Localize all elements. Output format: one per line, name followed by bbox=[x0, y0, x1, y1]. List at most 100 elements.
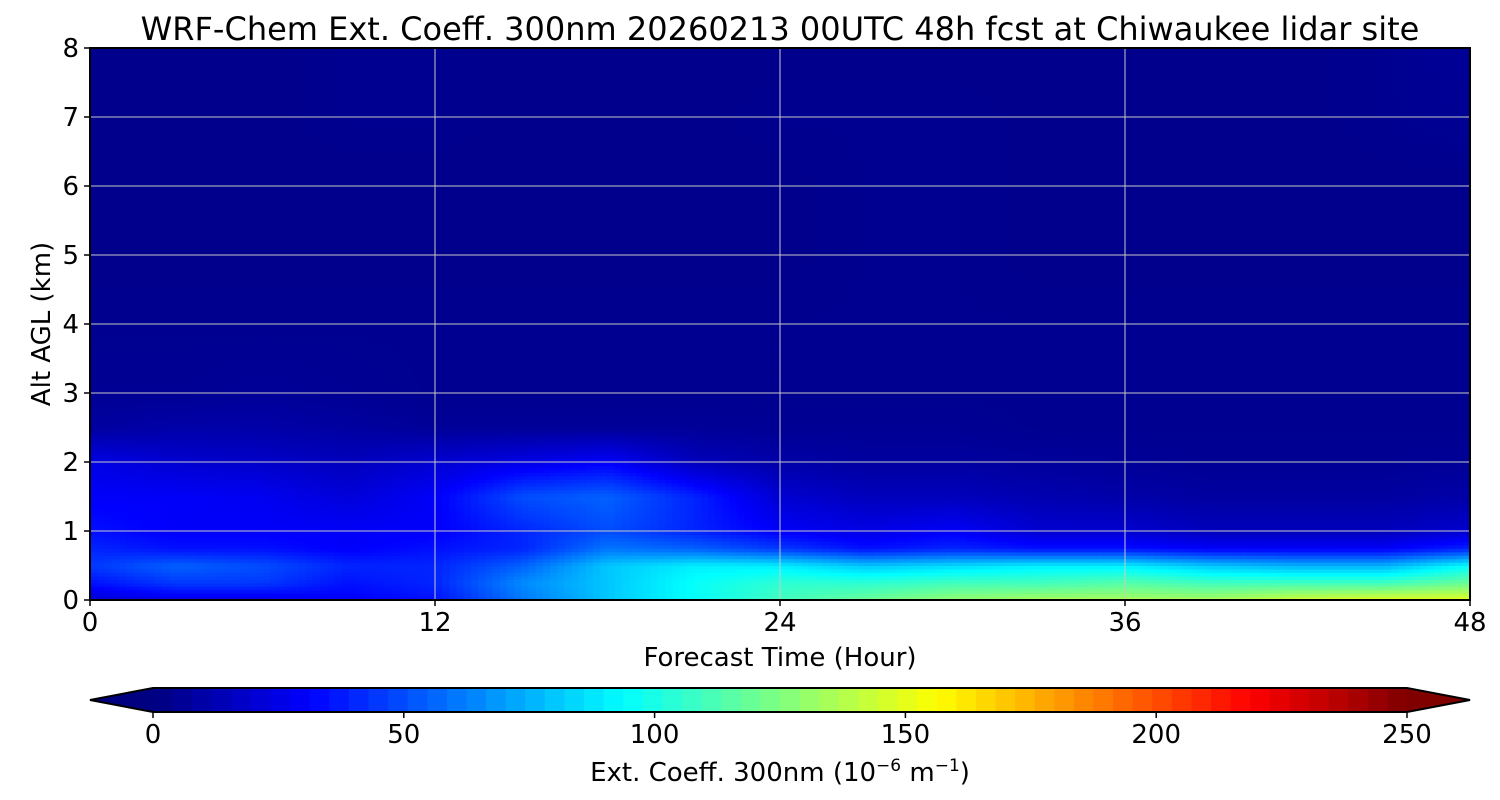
heatmap-cell bbox=[593, 514, 601, 518]
heatmap-cell bbox=[90, 514, 98, 518]
heatmap-cell bbox=[90, 521, 98, 525]
heatmap-cell bbox=[1355, 510, 1363, 514]
heatmap-cell bbox=[758, 572, 766, 576]
heatmap-cell bbox=[802, 579, 810, 583]
heatmap-cell bbox=[859, 569, 867, 573]
heatmap-cell bbox=[485, 531, 493, 535]
heatmap-cell bbox=[1420, 548, 1428, 552]
heatmap-cell bbox=[888, 566, 896, 570]
heatmap-cell bbox=[600, 524, 608, 528]
heatmap-cell bbox=[1111, 559, 1119, 563]
heatmap-cell bbox=[133, 514, 141, 518]
heatmap-cell bbox=[183, 541, 191, 545]
heatmap-cell bbox=[457, 586, 465, 590]
heatmap-cell bbox=[162, 566, 170, 570]
heatmap-cell bbox=[1053, 579, 1061, 583]
heatmap-cell bbox=[1068, 538, 1076, 542]
heatmap-cell bbox=[97, 538, 105, 542]
heatmap-cell bbox=[1068, 579, 1076, 583]
heatmap-cell bbox=[708, 590, 716, 594]
heatmap-cell bbox=[1456, 548, 1464, 552]
heatmap-cell bbox=[945, 583, 953, 587]
heatmap-cell bbox=[1434, 552, 1442, 556]
heatmap-cell bbox=[953, 579, 961, 583]
heatmap-cell bbox=[385, 545, 393, 549]
heatmap-cell bbox=[758, 559, 766, 563]
heatmap-cell bbox=[1103, 590, 1111, 594]
heatmap-cell bbox=[881, 579, 889, 583]
heatmap-cell bbox=[708, 572, 716, 576]
heatmap-cell bbox=[1060, 524, 1068, 528]
heatmap-cell bbox=[902, 514, 910, 518]
heatmap-cell bbox=[1039, 552, 1047, 556]
heatmap-cell bbox=[1168, 583, 1176, 587]
heatmap-cell bbox=[306, 534, 314, 538]
heatmap-cell bbox=[1175, 514, 1183, 518]
heatmap-cell bbox=[119, 538, 127, 542]
heatmap-cell bbox=[737, 569, 745, 573]
heatmap-cell bbox=[1369, 538, 1377, 542]
heatmap-cell bbox=[1441, 521, 1449, 525]
heatmap-cell bbox=[780, 566, 788, 570]
heatmap-cell bbox=[938, 548, 946, 552]
heatmap-cell bbox=[133, 521, 141, 525]
heatmap-cell bbox=[370, 555, 378, 559]
heatmap-cell bbox=[1413, 576, 1421, 580]
heatmap-cell bbox=[1276, 548, 1284, 552]
heatmap-cell bbox=[514, 552, 522, 556]
heatmap-cell bbox=[90, 555, 98, 559]
heatmap-cell bbox=[126, 576, 134, 580]
heatmap-cell bbox=[528, 576, 536, 580]
heatmap-cell bbox=[902, 545, 910, 549]
heatmap-cell bbox=[1384, 559, 1392, 563]
heatmap-cell bbox=[1362, 534, 1370, 538]
heatmap-cell bbox=[1111, 510, 1119, 514]
heatmap-cell bbox=[981, 552, 989, 556]
heatmap-cell bbox=[1355, 514, 1363, 518]
heatmap-cell bbox=[1384, 572, 1392, 576]
heatmap-cell bbox=[1046, 566, 1054, 570]
heatmap-cell bbox=[421, 517, 429, 521]
heatmap-cell bbox=[852, 548, 860, 552]
heatmap-cell bbox=[1384, 531, 1392, 535]
heatmap-cell bbox=[572, 552, 580, 556]
heatmap-cell bbox=[169, 538, 177, 542]
heatmap-cell bbox=[457, 514, 465, 518]
heatmap-cell bbox=[1226, 566, 1234, 570]
heatmap-cell bbox=[162, 569, 170, 573]
heatmap-cell bbox=[464, 514, 472, 518]
heatmap-cell bbox=[421, 569, 429, 573]
heatmap-cell bbox=[1068, 524, 1076, 528]
heatmap-cell bbox=[593, 541, 601, 545]
heatmap-cell bbox=[615, 548, 623, 552]
heatmap-cell bbox=[679, 548, 687, 552]
heatmap-cell bbox=[715, 566, 723, 570]
heatmap-cell bbox=[162, 559, 170, 563]
heatmap-cell bbox=[1348, 555, 1356, 559]
heatmap-cell bbox=[255, 524, 263, 528]
heatmap-cell bbox=[1161, 593, 1169, 597]
heatmap-cell bbox=[1247, 531, 1255, 535]
heatmap-cell bbox=[263, 555, 271, 559]
heatmap-cell bbox=[205, 593, 213, 597]
heatmap-cell bbox=[572, 593, 580, 597]
heatmap-cell bbox=[1089, 586, 1097, 590]
heatmap-cell bbox=[945, 510, 953, 514]
heatmap-cell bbox=[608, 576, 616, 580]
heatmap-cell bbox=[852, 583, 860, 587]
heatmap-cell bbox=[1111, 576, 1119, 580]
heatmap-cell bbox=[873, 572, 881, 576]
heatmap-cell bbox=[845, 510, 853, 514]
heatmap-cell bbox=[428, 562, 436, 566]
heatmap-cell bbox=[651, 566, 659, 570]
heatmap-cell bbox=[320, 569, 328, 573]
heatmap-cell bbox=[442, 566, 450, 570]
heatmap-cell bbox=[1269, 562, 1277, 566]
heatmap-cell bbox=[572, 531, 580, 535]
heatmap-cell bbox=[1441, 510, 1449, 514]
heatmap-cell bbox=[162, 545, 170, 549]
heatmap-cell bbox=[277, 541, 285, 545]
heatmap-cell bbox=[1355, 586, 1363, 590]
heatmap-cell bbox=[766, 548, 774, 552]
heatmap-cell bbox=[205, 534, 213, 538]
